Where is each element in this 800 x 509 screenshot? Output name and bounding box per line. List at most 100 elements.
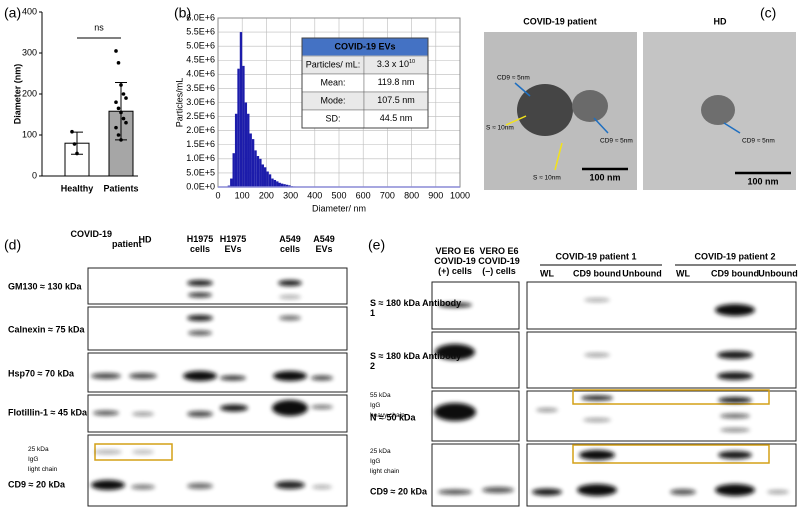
header-line: patient <box>112 239 142 249</box>
arrow <box>505 115 527 126</box>
data-point <box>116 106 121 111</box>
table-value: 3.3 x 1010 <box>377 59 415 69</box>
western-e: VERO E6 COVID-19 (+) cells VERO E6 COVID-19… <box>370 246 798 507</box>
header-line: S ≈ 180 kDa Antibody <box>370 298 461 308</box>
histogram-bar <box>249 133 252 187</box>
y-tick-label: 0.0E+0 <box>186 181 215 191</box>
header-line: COVID-19 <box>478 256 520 266</box>
x-tick-label: 200 <box>259 190 274 200</box>
y-tick-label: 200 <box>22 88 37 98</box>
table-value: 107.5 nm <box>377 95 415 105</box>
scale-label: 100 nm <box>747 176 778 186</box>
subcolumn: Unbound <box>622 268 662 278</box>
header-line: light chain <box>370 468 400 475</box>
band <box>91 480 125 490</box>
panel-label: (a) <box>4 5 21 21</box>
blot <box>431 331 520 389</box>
band <box>131 484 155 490</box>
table-value-text: 119.8 nm <box>378 77 415 87</box>
row-label: 55 kDa IgG heavy chain <box>370 392 405 419</box>
band <box>434 403 476 421</box>
y-tick-label: 6.0E+6 <box>186 12 215 22</box>
data-point <box>121 92 126 96</box>
data-point <box>75 151 79 156</box>
band <box>188 292 212 298</box>
y-axis-label: Diameter (nm) <box>12 64 22 125</box>
histogram-bar <box>234 113 238 187</box>
y-tick-label: 100 <box>22 129 37 139</box>
column-header: VERO E6 COVID-19 (–) cells <box>478 246 520 276</box>
band <box>482 487 514 493</box>
x-tick-label: 300 <box>283 190 298 200</box>
data-point <box>114 125 118 130</box>
blot <box>87 267 348 305</box>
y-tick-label: 3.5E+6 <box>186 83 215 93</box>
band <box>187 315 213 321</box>
histogram-bar <box>237 68 240 187</box>
data-point <box>124 96 128 100</box>
panel-label: (d) <box>4 237 21 253</box>
y-tick-label: 4.0E+6 <box>186 69 215 79</box>
histogram-bar <box>247 113 250 187</box>
band <box>220 404 248 412</box>
table-value-text: 107.5 nm <box>377 95 415 105</box>
band <box>581 395 613 401</box>
header-line: 1 <box>370 308 375 318</box>
y-tick-label: 5.5E+6 <box>186 26 215 36</box>
data-point <box>114 49 118 53</box>
table-title: COVID-19 EVs <box>334 41 395 51</box>
header-line: H1975 <box>220 234 247 244</box>
blot <box>87 434 348 507</box>
histogram-bar <box>266 171 269 187</box>
arrow <box>514 82 531 97</box>
subcolumn: WL <box>540 268 554 278</box>
row-label: GM130 ≈ 130 kDa <box>8 281 82 291</box>
header-line: (+) cells <box>438 266 472 276</box>
histogram-bar <box>230 178 233 187</box>
band <box>91 373 121 379</box>
band <box>584 353 610 357</box>
data-point <box>119 83 123 87</box>
em-label: CD9 ≈ 5nm <box>497 75 530 82</box>
row-label: S ≈ 180 kDa Antibody 2 <box>370 351 461 371</box>
band <box>718 451 752 459</box>
x-tick-label: 0 <box>215 190 220 200</box>
x-tick-label: 100 <box>235 190 250 200</box>
header-line: 55 kDa <box>370 392 391 399</box>
band <box>583 418 611 422</box>
histogram-bar <box>271 178 274 187</box>
band <box>579 450 615 460</box>
y-tick-label: 3.0E+6 <box>186 97 215 107</box>
scale-label: 100 nm <box>589 172 620 182</box>
table-label: SD: <box>325 113 340 123</box>
y-tick-label: 1.5E+6 <box>186 139 215 149</box>
x-tick-label: 900 <box>428 190 443 200</box>
vesicle <box>701 95 735 125</box>
band <box>132 412 154 416</box>
band <box>187 280 213 286</box>
column-header: H1975 cells <box>187 234 214 254</box>
em-label: CD9 ≈ 5nm <box>600 138 633 145</box>
histogram-bar <box>276 181 279 187</box>
x-tick-label: 600 <box>356 190 371 200</box>
header-line: H1975 <box>187 234 214 244</box>
group-header: COVID-19 patient 2 <box>694 251 775 261</box>
subcolumn: CD9 bound <box>573 268 621 278</box>
group-header: COVID-19 patient 1 <box>555 251 636 261</box>
band <box>717 351 753 359</box>
blot <box>526 443 797 507</box>
arrow <box>723 122 741 134</box>
band <box>720 413 750 419</box>
y-tick-label: 300 <box>22 47 37 57</box>
histogram-bar <box>278 182 281 187</box>
header-line: cells <box>280 244 300 254</box>
blot <box>431 443 520 507</box>
header-line: COVID-19 <box>434 256 476 266</box>
header-line: 25 kDa <box>28 446 49 453</box>
subcolumn: CD9 bound <box>711 268 759 278</box>
em-title: COVID-19 patient <box>523 16 597 26</box>
histogram-bar <box>263 167 267 187</box>
header-line: S ≈ 180 kDa Antibody <box>370 351 461 361</box>
band <box>275 481 305 489</box>
